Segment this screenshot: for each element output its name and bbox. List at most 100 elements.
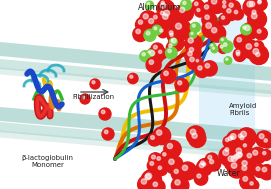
Circle shape xyxy=(161,1,164,4)
Circle shape xyxy=(169,159,174,164)
Circle shape xyxy=(243,144,246,147)
Circle shape xyxy=(92,81,95,84)
Circle shape xyxy=(256,131,271,147)
Polygon shape xyxy=(189,4,265,169)
Circle shape xyxy=(257,29,261,33)
Circle shape xyxy=(169,31,173,35)
Circle shape xyxy=(240,136,244,140)
Circle shape xyxy=(150,50,155,56)
Circle shape xyxy=(101,110,105,114)
Circle shape xyxy=(145,15,162,33)
Circle shape xyxy=(171,177,189,189)
Circle shape xyxy=(236,152,242,158)
Circle shape xyxy=(146,173,152,179)
Circle shape xyxy=(205,153,218,166)
Circle shape xyxy=(234,51,245,61)
Circle shape xyxy=(262,137,271,148)
Circle shape xyxy=(221,3,231,14)
Circle shape xyxy=(169,36,184,51)
Polygon shape xyxy=(0,67,271,98)
Circle shape xyxy=(205,15,209,19)
Circle shape xyxy=(182,165,188,170)
Circle shape xyxy=(232,8,244,20)
Circle shape xyxy=(147,159,160,172)
Circle shape xyxy=(233,149,251,168)
Circle shape xyxy=(247,153,251,158)
Text: Amyloid
Fibrils: Amyloid Fibrils xyxy=(229,103,257,116)
Circle shape xyxy=(156,48,167,59)
Circle shape xyxy=(224,57,232,64)
Circle shape xyxy=(160,11,164,15)
Circle shape xyxy=(212,28,217,33)
Circle shape xyxy=(224,6,238,20)
Circle shape xyxy=(225,148,229,151)
Circle shape xyxy=(201,161,205,165)
Circle shape xyxy=(241,142,252,153)
Circle shape xyxy=(154,27,157,30)
Circle shape xyxy=(158,166,162,170)
Circle shape xyxy=(231,163,237,168)
Circle shape xyxy=(208,155,212,159)
Circle shape xyxy=(250,147,266,164)
Circle shape xyxy=(224,43,227,46)
Circle shape xyxy=(211,44,213,46)
Circle shape xyxy=(102,128,114,140)
Circle shape xyxy=(226,130,246,149)
Circle shape xyxy=(236,50,240,54)
Circle shape xyxy=(202,61,217,76)
Circle shape xyxy=(186,126,205,144)
Circle shape xyxy=(157,130,162,135)
Circle shape xyxy=(190,22,200,32)
Circle shape xyxy=(255,27,267,40)
Circle shape xyxy=(230,136,234,139)
Circle shape xyxy=(179,162,196,180)
Circle shape xyxy=(161,68,176,83)
Circle shape xyxy=(166,42,178,53)
Circle shape xyxy=(251,13,257,19)
Circle shape xyxy=(247,1,253,7)
Circle shape xyxy=(145,174,151,180)
Circle shape xyxy=(210,43,216,49)
Circle shape xyxy=(258,0,261,4)
Circle shape xyxy=(248,10,266,29)
Circle shape xyxy=(143,14,148,19)
Circle shape xyxy=(151,13,163,25)
Circle shape xyxy=(169,44,172,47)
Circle shape xyxy=(246,0,264,16)
Circle shape xyxy=(235,150,250,165)
Circle shape xyxy=(192,24,195,27)
Circle shape xyxy=(80,94,90,104)
Circle shape xyxy=(146,1,154,9)
Circle shape xyxy=(150,162,154,165)
Circle shape xyxy=(157,157,160,160)
Circle shape xyxy=(241,23,258,39)
Circle shape xyxy=(249,8,263,21)
Circle shape xyxy=(199,163,204,168)
Circle shape xyxy=(181,0,191,10)
Circle shape xyxy=(154,15,157,19)
Circle shape xyxy=(175,23,182,29)
Circle shape xyxy=(170,38,177,46)
Circle shape xyxy=(151,136,154,139)
Circle shape xyxy=(149,19,154,24)
Circle shape xyxy=(189,130,206,147)
Circle shape xyxy=(208,0,226,13)
Circle shape xyxy=(209,160,214,164)
Circle shape xyxy=(188,52,192,56)
Circle shape xyxy=(207,157,221,171)
Circle shape xyxy=(228,136,232,140)
Circle shape xyxy=(211,46,218,53)
Circle shape xyxy=(157,0,175,18)
Circle shape xyxy=(244,151,259,166)
Circle shape xyxy=(238,163,255,179)
Circle shape xyxy=(158,27,168,38)
Circle shape xyxy=(146,57,161,72)
Circle shape xyxy=(243,26,246,29)
Circle shape xyxy=(187,54,202,70)
Circle shape xyxy=(224,153,243,172)
Circle shape xyxy=(228,160,246,178)
Circle shape xyxy=(234,10,238,14)
Circle shape xyxy=(205,64,210,68)
Circle shape xyxy=(168,31,179,42)
Circle shape xyxy=(163,153,166,156)
